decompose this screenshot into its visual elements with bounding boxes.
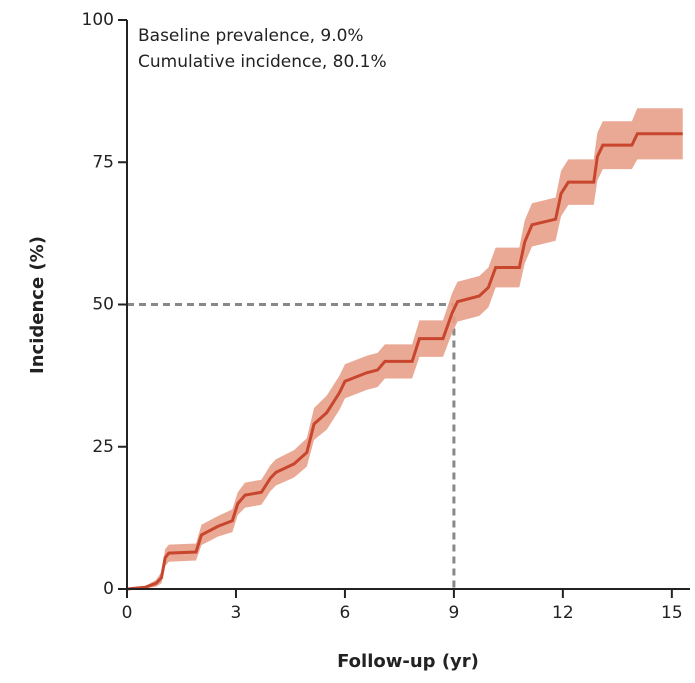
x-tick-label: 12 xyxy=(552,603,574,623)
y-tick-label: 50 xyxy=(92,295,114,315)
y-tick-label: 25 xyxy=(92,437,114,457)
x-tick-label: 0 xyxy=(122,603,133,623)
x-tick-label: 9 xyxy=(448,603,459,623)
x-tick-label: 15 xyxy=(661,603,683,623)
y-tick-label: 0 xyxy=(103,579,114,599)
y-axis-label: Incidence (%) xyxy=(27,236,48,374)
y-tick-label: 75 xyxy=(92,152,114,172)
x-axis-label: Follow-up (yr) xyxy=(337,651,479,672)
annotation: Cumulative incidence, 80.1% xyxy=(138,52,387,72)
annotation: Baseline prevalence, 9.0% xyxy=(138,26,364,46)
line xyxy=(126,132,683,591)
x-tick-label: 3 xyxy=(231,603,242,623)
confidence-band xyxy=(127,108,683,589)
x-tick-label: 6 xyxy=(340,603,351,623)
y-tick-label: 100 xyxy=(82,10,114,30)
